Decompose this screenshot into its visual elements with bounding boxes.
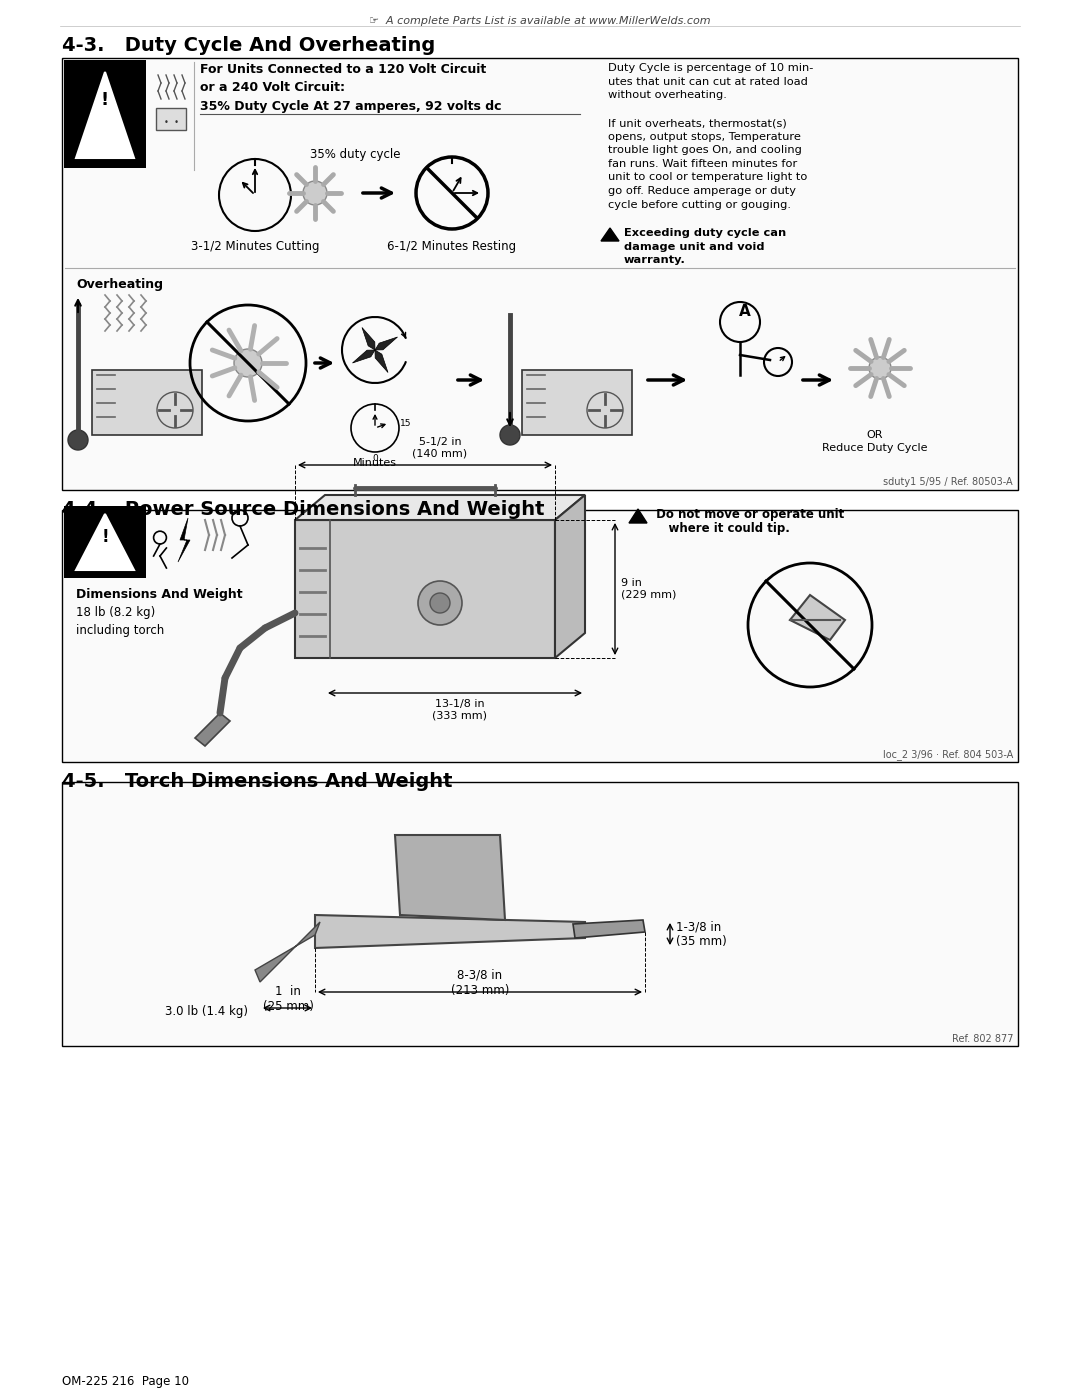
- Text: 4-4.   Power Source Dimensions And Weight: 4-4. Power Source Dimensions And Weight: [62, 500, 544, 520]
- Polygon shape: [362, 327, 375, 351]
- Bar: [62, 59, 1018, 490]
- Text: •  •: • •: [163, 117, 178, 127]
- Circle shape: [869, 358, 891, 379]
- Text: ☞  A complete Parts List is available at www.MillerWelds.com: ☞ A complete Parts List is available at …: [369, 15, 711, 27]
- Text: loc_2 3/96 · Ref. 804 503-A: loc_2 3/96 · Ref. 804 503-A: [882, 749, 1013, 760]
- Text: !: !: [102, 528, 109, 546]
- Text: 8-3/8 in
(213 mm): 8-3/8 in (213 mm): [450, 970, 509, 997]
- Text: 9 in
(229 mm): 9 in (229 mm): [621, 578, 676, 599]
- Text: 35% duty cycle: 35% duty cycle: [310, 148, 401, 161]
- Text: 3-1/2 Minutes Cutting: 3-1/2 Minutes Cutting: [191, 240, 320, 253]
- Polygon shape: [573, 921, 645, 937]
- Bar: [62, 510, 1018, 761]
- Polygon shape: [555, 495, 585, 658]
- Circle shape: [430, 592, 450, 613]
- Text: 15: 15: [400, 419, 411, 427]
- Text: 6-1/2 Minutes Resting: 6-1/2 Minutes Resting: [388, 240, 516, 253]
- Polygon shape: [76, 514, 134, 570]
- Polygon shape: [375, 351, 388, 373]
- Polygon shape: [255, 922, 320, 982]
- Bar: [156, 108, 186, 130]
- Text: sduty1 5/95 / Ref. 80503-A: sduty1 5/95 / Ref. 80503-A: [883, 476, 1013, 488]
- Text: 35% Duty Cycle At 27 amperes, 92 volts dc: 35% Duty Cycle At 27 amperes, 92 volts d…: [200, 101, 501, 113]
- Polygon shape: [295, 495, 585, 520]
- Circle shape: [234, 349, 262, 377]
- Text: 3.0 lb (1.4 kg): 3.0 lb (1.4 kg): [165, 1004, 248, 1018]
- Bar: [522, 370, 632, 434]
- Polygon shape: [352, 351, 375, 363]
- Polygon shape: [789, 595, 845, 640]
- Polygon shape: [600, 228, 619, 242]
- Text: Ref. 802 877: Ref. 802 877: [951, 1034, 1013, 1044]
- Text: !: !: [100, 91, 109, 109]
- Circle shape: [418, 581, 462, 624]
- Text: 13-1/8 in
(333 mm): 13-1/8 in (333 mm): [432, 698, 487, 721]
- Polygon shape: [76, 73, 134, 158]
- Circle shape: [500, 425, 519, 446]
- Bar: [64, 60, 146, 168]
- Circle shape: [303, 182, 327, 205]
- Text: Overheating: Overheating: [76, 278, 163, 291]
- Bar: [92, 370, 202, 434]
- Text: Dimensions And Weight: Dimensions And Weight: [76, 588, 243, 601]
- Bar: [64, 506, 146, 578]
- Text: 18 lb (8.2 kg)
including torch: 18 lb (8.2 kg) including torch: [76, 606, 164, 637]
- Text: For Units Connected to a 120 Volt Circuit
or a 240 Volt Circuit:: For Units Connected to a 120 Volt Circui…: [200, 63, 486, 94]
- Text: 1-3/8 in
(35 mm): 1-3/8 in (35 mm): [676, 921, 727, 949]
- Text: Duty Cycle is percentage of 10 min-
utes that unit can cut at rated load
without: Duty Cycle is percentage of 10 min- utes…: [608, 63, 813, 101]
- Polygon shape: [195, 712, 230, 746]
- Polygon shape: [178, 518, 190, 562]
- Circle shape: [68, 430, 87, 450]
- Polygon shape: [629, 509, 647, 522]
- Text: Minutes: Minutes: [353, 458, 397, 468]
- Text: 4-5.   Torch Dimensions And Weight: 4-5. Torch Dimensions And Weight: [62, 773, 453, 791]
- Text: 4-3.   Duty Cycle And Overheating: 4-3. Duty Cycle And Overheating: [62, 36, 435, 54]
- Text: OM-225 216  Page 10: OM-225 216 Page 10: [62, 1375, 189, 1389]
- Bar: [62, 782, 1018, 1046]
- Text: 1  in
(25 mm): 1 in (25 mm): [262, 985, 313, 1013]
- Text: Do not move or operate unit: Do not move or operate unit: [652, 509, 845, 521]
- Bar: [295, 520, 555, 658]
- Text: 0: 0: [373, 454, 378, 462]
- Text: A: A: [739, 305, 751, 319]
- Polygon shape: [315, 915, 585, 949]
- Polygon shape: [375, 337, 397, 351]
- Text: Exceeding duty cycle can
damage unit and void
warranty.: Exceeding duty cycle can damage unit and…: [624, 228, 786, 265]
- Polygon shape: [395, 835, 505, 921]
- Text: OR
Reduce Duty Cycle: OR Reduce Duty Cycle: [822, 430, 928, 453]
- Text: 5-1/2 in
(140 mm): 5-1/2 in (140 mm): [413, 437, 468, 460]
- Text: If unit overheats, thermostat(s)
opens, output stops, Temperature
trouble light : If unit overheats, thermostat(s) opens, …: [608, 117, 808, 210]
- Text: where it could tip.: where it could tip.: [652, 522, 789, 535]
